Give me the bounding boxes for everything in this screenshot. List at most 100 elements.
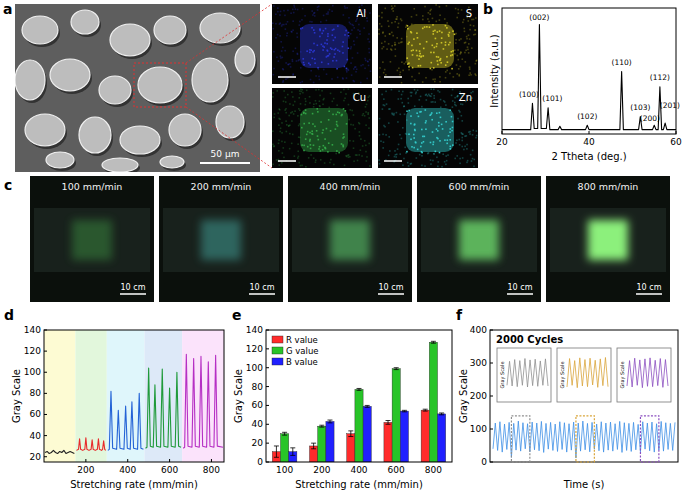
eds-speckle xyxy=(406,110,408,112)
eds-speckle xyxy=(391,8,393,10)
eds-speckle xyxy=(445,42,447,44)
eds-speckle xyxy=(449,109,451,111)
eds-speckle xyxy=(309,21,311,23)
eds-speckle xyxy=(448,35,450,37)
eds-speckle xyxy=(434,30,436,32)
eds-speckle xyxy=(297,115,299,117)
eds-speckle xyxy=(385,134,387,136)
scale-bar xyxy=(636,293,662,295)
eds-speckle xyxy=(398,90,400,92)
eds-speckle xyxy=(289,63,291,65)
eds-speckle xyxy=(412,49,414,51)
plot-area xyxy=(502,24,676,129)
eds-speckle xyxy=(278,118,280,120)
eds-speckle xyxy=(352,57,354,59)
eds-speckle xyxy=(433,52,435,54)
eds-speckle xyxy=(283,69,285,71)
eds-speckle xyxy=(430,62,432,64)
error-cap xyxy=(327,420,332,421)
eds-speckle xyxy=(367,61,369,63)
error-bar xyxy=(282,432,287,435)
eds-speckle xyxy=(323,98,325,100)
x-tick-label: 400 xyxy=(350,465,367,475)
eds-speckle xyxy=(334,37,336,39)
eds-speckle xyxy=(315,75,317,77)
eds-speckle xyxy=(437,161,439,163)
eds-speckle xyxy=(298,60,300,62)
bar xyxy=(363,406,371,462)
eds-speckle xyxy=(364,68,366,70)
eds-speckle xyxy=(436,137,438,139)
eds-speckle xyxy=(463,28,465,30)
eds-speckle xyxy=(454,104,456,106)
eds-speckle xyxy=(316,103,318,105)
error-cap xyxy=(282,432,287,433)
eds-speckle xyxy=(365,111,367,113)
eds-speckle xyxy=(344,66,346,68)
eds-speckle xyxy=(425,122,427,124)
eds-speckle xyxy=(449,139,451,141)
eds-speckle xyxy=(415,142,417,144)
eds-speckle xyxy=(432,33,434,35)
y-tick-label: 80 xyxy=(252,382,264,392)
error-cap xyxy=(348,430,353,431)
eds-speckle xyxy=(367,61,369,63)
eds-speckle xyxy=(410,31,412,33)
eds-speckle xyxy=(436,128,438,130)
photo-plate xyxy=(34,208,150,272)
x-tick xyxy=(169,459,170,462)
scale-bar-label: 50 µm xyxy=(211,149,240,159)
sem-image xyxy=(15,4,260,172)
eds-speckle xyxy=(291,91,293,93)
eds-speckle xyxy=(469,131,471,133)
eds-speckle xyxy=(457,118,459,120)
inset-y-title: Gray Scale xyxy=(559,362,566,389)
eds-speckle xyxy=(291,143,293,145)
error-cap xyxy=(365,405,370,406)
panel-letter: d xyxy=(4,307,14,323)
bar xyxy=(384,422,392,462)
eds-speckle xyxy=(321,62,323,64)
eds-speckle xyxy=(467,160,469,162)
eds-speckle xyxy=(291,120,293,122)
error-cap xyxy=(282,435,287,436)
eds-speckle xyxy=(395,55,397,57)
eds-speckle xyxy=(466,144,468,146)
eds-speckle xyxy=(406,57,408,59)
eds-speckle xyxy=(417,37,419,39)
eds-speckle xyxy=(324,147,326,149)
eds-speckle xyxy=(407,98,409,100)
error-cap xyxy=(319,427,324,428)
error-cap xyxy=(357,388,362,389)
eds-speckle xyxy=(381,42,383,44)
peak-label: (100) xyxy=(519,90,539,99)
eds-speckle xyxy=(431,112,433,114)
eds-speckle xyxy=(287,21,289,23)
eds-speckle xyxy=(413,137,415,139)
eds-speckle xyxy=(308,157,310,159)
eds-speckle xyxy=(283,101,285,103)
eds-speckle xyxy=(428,21,430,23)
eds-speckle xyxy=(339,112,341,114)
eds-speckle xyxy=(331,78,333,80)
eds-speckle xyxy=(357,52,359,54)
particle xyxy=(46,152,74,168)
eds-speckle xyxy=(461,120,463,122)
eds-speckle xyxy=(382,134,384,136)
eds-speckle xyxy=(345,155,347,157)
eds-speckle xyxy=(421,56,423,58)
eds-speckle xyxy=(314,12,316,14)
eds-speckle xyxy=(401,94,403,96)
eds-speckle xyxy=(382,31,384,33)
eds-speckle xyxy=(272,92,274,94)
y-tick xyxy=(44,393,47,394)
eds-speckle xyxy=(439,81,441,83)
eds-speckle xyxy=(310,79,312,81)
eds-speckle xyxy=(452,54,454,56)
eds-speckle xyxy=(446,27,448,29)
eds-speckle xyxy=(302,8,304,10)
eds-speckle xyxy=(395,18,397,20)
eds-speckle xyxy=(346,59,348,61)
eds-speckle xyxy=(317,9,319,11)
eds-speckle xyxy=(306,90,308,92)
